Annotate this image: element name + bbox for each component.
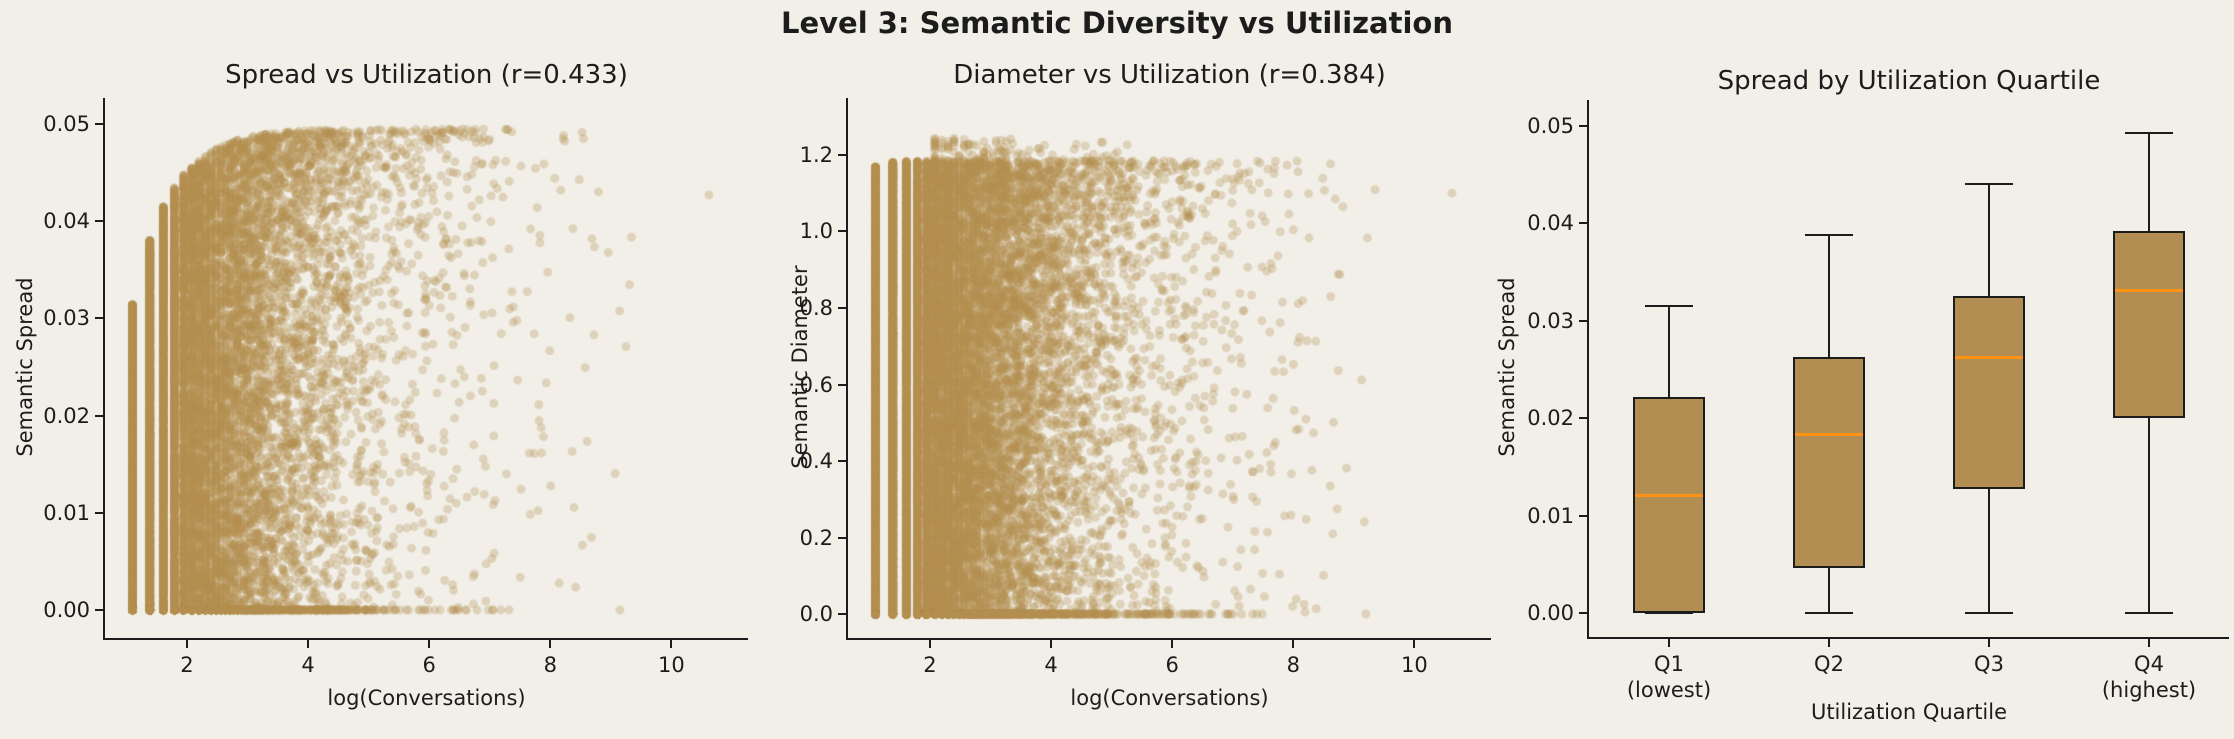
figure-title: Level 3: Semantic Diversity vs Utilizati…: [781, 6, 1453, 40]
